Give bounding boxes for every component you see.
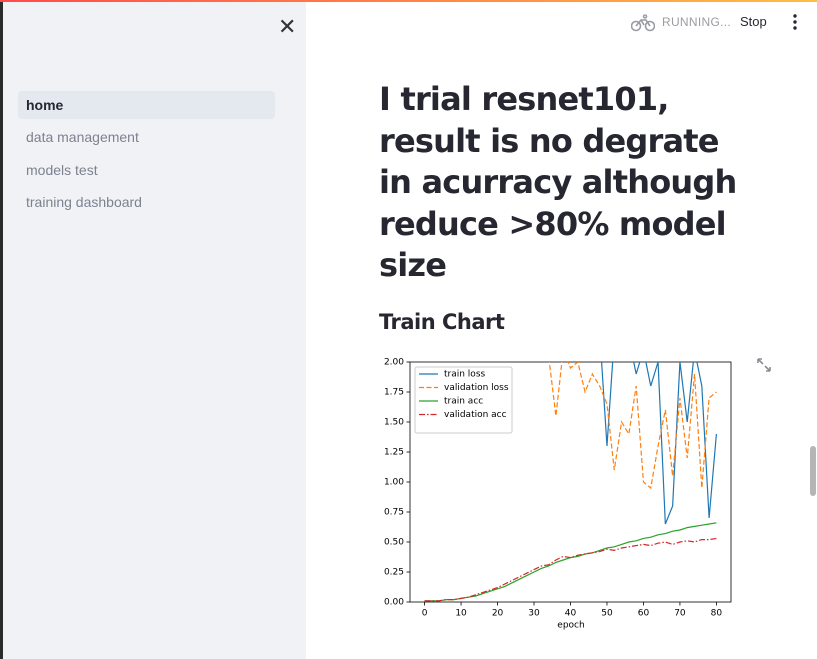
x-tick-label: 10 bbox=[455, 609, 467, 619]
main-menu[interactable] bbox=[789, 12, 801, 32]
x-tick-label: 0 bbox=[422, 609, 428, 619]
x-tick-label: 70 bbox=[674, 609, 686, 619]
x-tick-label: 20 bbox=[492, 609, 504, 619]
y-tick-label: 1.25 bbox=[384, 448, 404, 458]
y-tick-label: 0.00 bbox=[384, 598, 404, 608]
chart: epoch 0 10 20 30 40 50 60 70 80 0.00 0.25 0.50 0.75 1… bbox=[384, 358, 732, 631]
y-tick-label: 0.50 bbox=[384, 538, 404, 548]
stop-button[interactable]: Stop bbox=[740, 14, 767, 29]
x-tick-label: 80 bbox=[711, 609, 723, 619]
x-tick-label: 50 bbox=[601, 609, 613, 619]
legend-label: train acc bbox=[444, 397, 483, 407]
legend: train loss validation loss train acc valida… bbox=[414, 366, 513, 434]
x-tick-label: 40 bbox=[565, 609, 577, 619]
background-window bbox=[0, 2, 3, 659]
subheader: Train Chart bbox=[379, 310, 505, 334]
y-tick-label: 1.00 bbox=[384, 478, 404, 488]
y-tick-label: 0.25 bbox=[384, 568, 404, 578]
series-line bbox=[548, 362, 717, 490]
nav-item[interactable]: training dashboard bbox=[26, 194, 142, 210]
status-text: RUNNING... bbox=[662, 15, 731, 29]
sidebar: ✕ home data management models test train… bbox=[3, 2, 306, 659]
close-sidebar[interactable]: ✕ bbox=[278, 14, 297, 39]
legend-label: validation loss bbox=[444, 383, 509, 393]
series-line bbox=[424, 537, 717, 602]
plot-area bbox=[424, 362, 718, 602]
series-line bbox=[424, 522, 717, 602]
x-tick-label: 30 bbox=[528, 609, 540, 619]
legend-label: train loss bbox=[444, 370, 486, 380]
x-axis-label: epoch bbox=[557, 621, 584, 631]
running-icon bbox=[631, 14, 655, 32]
page-title: I trial resnet101, result is no degrate … bbox=[379, 80, 737, 285]
y-tick-label: 1.75 bbox=[384, 388, 404, 398]
y-tick-label: 0.75 bbox=[384, 508, 404, 518]
nav-item[interactable]: models test bbox=[26, 162, 98, 178]
scrollbar[interactable] bbox=[810, 446, 816, 496]
y-tick-label: 2.00 bbox=[384, 358, 404, 368]
nav-item[interactable]: data management bbox=[26, 129, 139, 145]
top-decoration bbox=[0, 0, 817, 2]
x-tick-label: 60 bbox=[638, 609, 650, 619]
nav-item[interactable]: home bbox=[18, 91, 275, 119]
legend-box bbox=[414, 366, 513, 434]
y-tick-label: 1.50 bbox=[384, 418, 404, 428]
series-line bbox=[601, 362, 718, 525]
legend-label: validation acc bbox=[444, 410, 507, 420]
fullscreen-button[interactable] bbox=[756, 357, 772, 373]
